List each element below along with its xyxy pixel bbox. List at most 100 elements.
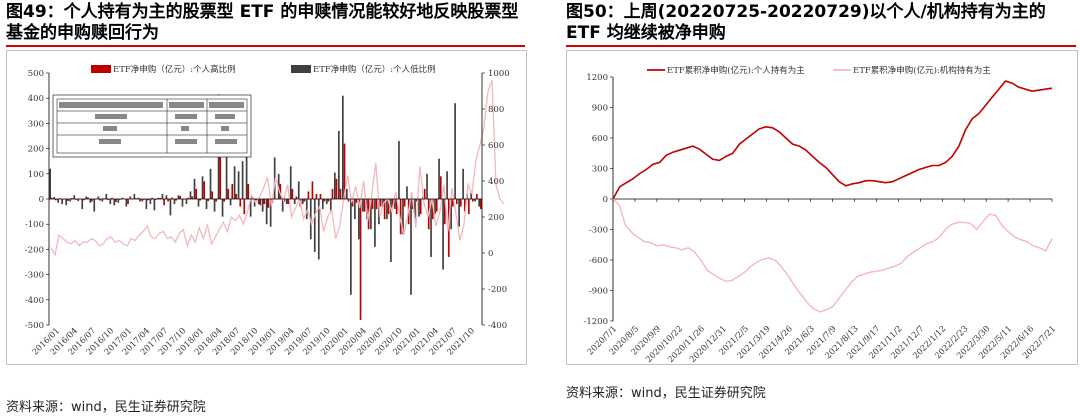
high-ratio-bar [219,156,222,199]
low-ratio-bar [105,193,108,199]
high-ratio-bar [311,181,314,199]
low-ratio-bar [245,153,248,199]
high-ratio-bar [379,199,382,207]
right-tick-label: 400 [488,177,504,187]
legend-label-high: ETF净申购（亿元）:个人高比例 [113,64,236,75]
high-ratio-bar [199,199,202,201]
low-ratio-bar [53,196,56,199]
high-ratio-bar [423,188,426,199]
high-ratio-bar [443,199,446,225]
high-ratio-bar [71,197,73,199]
low-ratio-bar [337,130,340,199]
low-ratio-bar [470,192,472,199]
low-ratio-bar [197,199,200,207]
right-tick-label: 1000 [488,69,510,79]
high-ratio-bar [295,196,298,199]
right-tick-label: 0 [488,249,493,259]
high-ratio-bar [291,188,294,199]
title-rule [6,45,525,47]
high-ratio-bar [139,199,141,202]
low-ratio-bar [333,172,336,199]
y-tick-label: -1200 [583,317,608,327]
low-ratio-bar [446,171,448,199]
high-ratio-bar [91,199,93,202]
high-ratio-bar [479,199,482,210]
left-tick-label: 0 [39,195,44,205]
high-ratio-bar [259,199,262,206]
y-tick-label: 900 [592,104,608,114]
legend-label-personal: ETF累积净申购(亿元):个人持有为主 [667,65,805,76]
low-ratio-bar [237,171,240,199]
left-tick-label: -200 [25,245,44,255]
low-ratio-bar [101,199,104,202]
left-tick-label: 400 [28,94,44,104]
figure-50-title: 图50：上周(20220725-20220729)以个人/机构持有为主的 ETF… [566,2,1046,43]
high-ratio-bar [403,199,406,207]
figure-49-source: 资料来源：wind，民生证券研究院 [6,400,206,415]
left-tick-label: 200 [28,145,44,155]
low-ratio-bar [93,199,96,212]
high-ratio-bar [255,199,258,201]
legend-label-low: ETF净申购（亿元）:个人低比例 [313,64,436,75]
low-ratio-bar [185,199,188,205]
low-ratio-bar [269,199,272,227]
low-ratio-bar [121,197,124,199]
low-ratio-bar [410,199,412,295]
high-ratio-bar [307,191,310,199]
low-ratio-bar [458,199,460,227]
low-ratio-bar [257,199,260,205]
low-ratio-bar [133,193,136,199]
right-tick-label: -400 [488,321,507,331]
low-ratio-bar [418,199,420,217]
high-ratio-bar [375,199,378,210]
high-ratio-bar [463,199,466,212]
low-ratio-bar [85,196,88,199]
low-ratio-bar [454,103,456,199]
y-tick-label: 300 [592,165,608,175]
etf-net-subscription-chart: 5004003002001000-100-200-300-400-5001000… [25,64,510,357]
high-ratio-bar [151,197,153,199]
left-tick-label: -100 [25,220,44,230]
low-ratio-bar [293,199,296,205]
low-ratio-bar [329,199,332,212]
low-ratio-bar [209,168,212,199]
low-ratio-bar [285,199,288,205]
low-ratio-bar [426,173,428,199]
low-ratio-bar [61,199,64,205]
low-ratio-bar [69,199,72,202]
high-ratio-bar [235,193,238,199]
low-ratio-bar [129,196,132,199]
institution-cumulative-line [612,198,1053,313]
low-ratio-bar [81,199,84,210]
low-ratio-bar [390,199,392,262]
high-ratio-bar [387,199,390,215]
high-ratio-bar [147,199,149,201]
high-ratio-bar [331,188,334,199]
left-tick-label: 100 [28,170,44,180]
low-ratio-bar [149,199,152,205]
low-ratio-bar [430,199,432,257]
low-ratio-bar [201,176,204,199]
low-ratio-bar [281,199,284,212]
low-ratio-bar [386,199,388,220]
left-tick-label: -300 [25,271,44,281]
high-ratio-bar [351,199,354,207]
high-ratio-bar [127,199,129,205]
figure-50-source: 资料来源：wind，民生证券研究院 [566,386,766,401]
low-ratio-bar [317,199,320,260]
high-ratio-bar [303,199,306,202]
high-ratio-bar [359,199,362,320]
high-ratio-bar [323,199,326,202]
high-ratio-bar [215,199,218,202]
low-ratio-bar [161,193,164,199]
low-ratio-bar [297,181,300,199]
low-ratio-bar [438,158,440,199]
low-ratio-bar [362,199,364,212]
low-ratio-bar [321,199,324,210]
inset-table [52,94,252,158]
high-ratio-bar [355,199,358,203]
low-ratio-bar [221,199,224,217]
left-tick-label: 500 [28,69,44,79]
y-tick-label: 600 [592,134,608,144]
low-ratio-bar [253,199,256,207]
